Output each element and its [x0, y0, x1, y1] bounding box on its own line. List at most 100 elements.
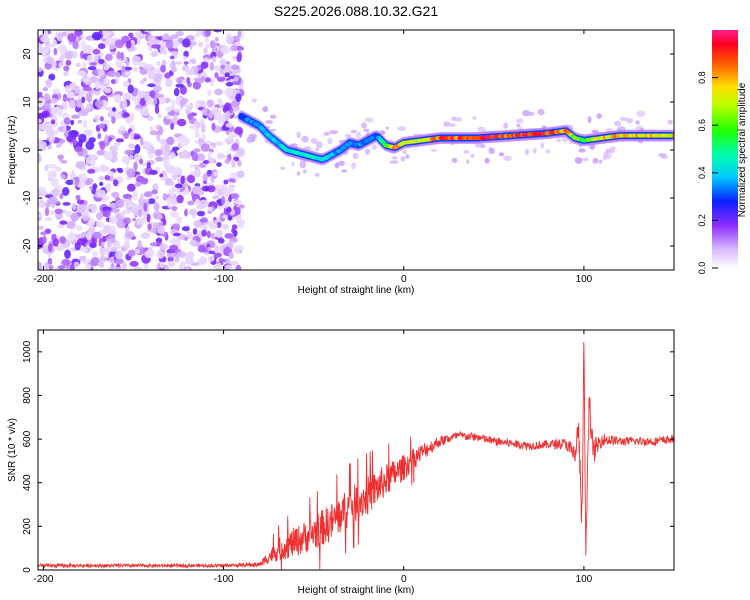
noise-blob	[165, 78, 173, 87]
ridge-halo	[574, 157, 583, 164]
ridge-halo	[598, 159, 603, 164]
y-tick-label: 10	[22, 96, 33, 108]
noise-blob	[160, 64, 166, 73]
noise-blob	[200, 143, 211, 152]
noise-blob	[122, 81, 131, 88]
noise-blob	[149, 130, 159, 136]
noise-blob	[154, 105, 160, 114]
noise-blob	[203, 47, 208, 54]
ridge-halo	[301, 135, 309, 143]
noise-blob	[142, 112, 150, 116]
ridge-halo	[365, 148, 370, 155]
noise-blob	[179, 85, 187, 95]
noise-blob	[60, 174, 66, 180]
noise-blob	[48, 196, 58, 204]
noise-blob	[132, 190, 138, 201]
snr-chart: -200 -100 0 100 0 200 400 600 800 1000 Height of…	[7, 329, 675, 596]
noise-blob	[42, 102, 51, 110]
noise-blob	[76, 98, 82, 108]
noise-blob	[108, 145, 118, 152]
noise-blob	[117, 168, 124, 174]
noise-blob	[231, 159, 236, 168]
noise-blob	[64, 249, 71, 259]
noise-blob	[172, 146, 180, 151]
noise-blob	[38, 118, 42, 124]
noise-blob	[61, 31, 67, 37]
noise-blob	[114, 250, 123, 260]
noise-blob	[213, 30, 223, 33]
noise-blob	[163, 158, 171, 167]
noise-blob	[38, 112, 48, 118]
ridge-halo	[262, 106, 269, 113]
noise-blob	[175, 61, 183, 65]
noise-blob	[200, 61, 209, 69]
ridge-halo	[251, 98, 258, 103]
noise-blob	[62, 93, 68, 102]
ridge-halo	[402, 149, 407, 155]
noise-blob	[40, 231, 47, 236]
noise-blob	[101, 235, 107, 243]
noise-blob	[101, 37, 107, 42]
noise-blob	[220, 45, 230, 55]
noise-blob	[102, 30, 112, 38]
noise-blob	[183, 61, 189, 65]
noise-blob	[98, 247, 109, 256]
noise-blob	[91, 251, 99, 257]
noise-blob	[87, 168, 96, 174]
noise-blob	[50, 119, 56, 125]
noise-blob	[230, 44, 238, 51]
colorbar-tick-label: 0.6	[697, 119, 707, 132]
noise-blob	[133, 135, 141, 140]
noise-blob	[225, 258, 231, 264]
noise-blob	[103, 150, 113, 161]
noise-blob	[193, 148, 201, 153]
colorbar-tick-label: 0.2	[697, 214, 707, 227]
noise-blob	[52, 39, 57, 47]
noise-blob	[127, 143, 135, 149]
y-tick-label: 0	[22, 567, 33, 573]
noise-blob	[38, 153, 41, 163]
noise-blob	[187, 200, 195, 206]
x-tick-label: 100	[576, 574, 593, 585]
ridge-halo	[463, 149, 470, 154]
noise-blob	[171, 99, 176, 109]
noise-blob	[207, 255, 215, 262]
noise-blob	[38, 225, 44, 231]
spectrogram-y-label: Frequency (Hz)	[7, 116, 18, 185]
noise-blob	[71, 169, 76, 177]
y-tick-label: -20	[22, 238, 33, 253]
noise-blob	[144, 94, 149, 102]
ridge-halo	[592, 157, 599, 162]
noise-blob	[122, 112, 130, 118]
noise-blob	[175, 83, 184, 88]
noise-blob	[206, 221, 215, 226]
noise-blob	[191, 151, 199, 161]
noise-blob	[163, 264, 169, 270]
noise-blob	[67, 33, 77, 42]
noise-blob	[159, 173, 164, 178]
noise-blob	[185, 267, 190, 270]
noise-blob	[238, 84, 244, 89]
noise-blob	[171, 66, 178, 73]
noise-blob	[137, 217, 146, 226]
noise-blob	[113, 94, 122, 103]
noise-blob	[47, 164, 58, 169]
noise-blob	[189, 164, 195, 168]
noise-blob	[224, 110, 231, 121]
noise-blob	[116, 51, 121, 60]
x-tick-label: 100	[576, 274, 593, 285]
noise-blob	[50, 97, 58, 104]
noise-blob	[99, 255, 105, 264]
noise-blob	[210, 142, 217, 148]
noise-blob	[44, 207, 50, 217]
noise-blob	[69, 263, 75, 270]
noise-blob	[103, 209, 111, 218]
ridge-halo	[475, 143, 484, 148]
noise-blob	[149, 169, 158, 175]
noise-blob	[59, 193, 64, 200]
noise-blob	[75, 176, 79, 186]
noise-blob	[212, 195, 220, 200]
noise-blob	[182, 38, 191, 48]
noise-blob	[149, 125, 154, 132]
noise-blob	[220, 64, 226, 70]
